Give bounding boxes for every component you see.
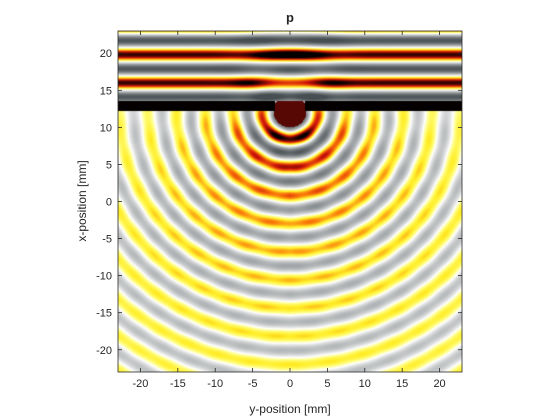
x-tick-label: -10 [207, 378, 223, 390]
x-tick-label: 5 [324, 378, 330, 390]
y-tick-label: -5 [102, 234, 112, 246]
y-tick-label: -10 [96, 271, 112, 283]
y-tick-label: 15 [100, 85, 112, 97]
y-axis-label: x-position [mm] [75, 160, 89, 241]
x-tick-label: 20 [433, 378, 445, 390]
x-axis-label: y-position [mm] [249, 402, 330, 416]
x-tick-label: 15 [396, 378, 408, 390]
x-tick-label: -5 [248, 378, 258, 390]
y-tick-label: 20 [100, 48, 112, 60]
chart-title: p [286, 10, 294, 25]
y-tick-label: 5 [106, 159, 112, 171]
y-axis-ticks: -20 -15 -10 -5 0 5 10 15 20 [96, 48, 462, 357]
x-axis-ticks: -20 -15 -10 -5 0 5 10 15 20 [132, 31, 446, 390]
x-tick-label: 10 [359, 378, 371, 390]
y-tick-label: 0 [106, 197, 112, 209]
heatmap-image-container [118, 31, 462, 372]
y-tick-label: -20 [96, 345, 112, 357]
y-tick-label: -15 [96, 308, 112, 320]
x-tick-label: -20 [132, 378, 148, 390]
x-tick-label: -15 [170, 378, 186, 390]
x-tick-label: 0 [287, 378, 293, 390]
y-tick-label: 10 [100, 122, 112, 134]
plot-area [117, 30, 463, 373]
heatmap-image [118, 31, 462, 372]
